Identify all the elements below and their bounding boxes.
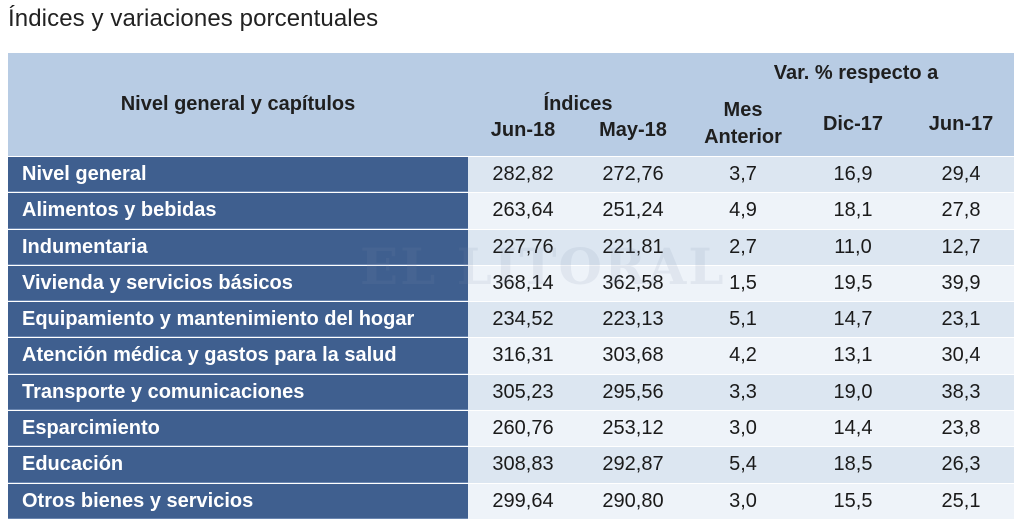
cell-jun18: 263,64 [492, 199, 554, 222]
table-row: Equipamiento y mantenimiento del hogar 2… [8, 302, 1014, 339]
row-label: Vivienda y servicios básicos [8, 265, 468, 302]
cell-dic17: 11,0 [834, 235, 872, 258]
cell-jun17: 23,8 [941, 417, 981, 440]
header-may18: May-18 [599, 119, 667, 141]
cell-may18: 303,68 [602, 344, 664, 367]
table-row: Indumentaria 227,76 221,81 2,7 11,0 12,7 [8, 229, 1014, 266]
cell-mes: 3,0 [729, 417, 757, 440]
row-values: 234,52 223,13 5,1 14,7 23,1 [468, 302, 1014, 339]
table-row: Transporte y comunicaciones 305,23 295,5… [8, 374, 1014, 412]
row-values: 316,31 303,68 4,2 13,1 30,4 [468, 338, 1014, 375]
row-values: 305,23 295,56 3,3 19,0 38,3 [468, 374, 1014, 412]
table-row: Vivienda y servicios básicos 368,14 362,… [8, 265, 1014, 303]
cell-jun18: 305,23 [492, 380, 554, 403]
header-var: Var. % respecto a [773, 62, 939, 84]
header-category: Nivel general y capítulos [120, 93, 356, 115]
row-label: Indumentaria [8, 229, 468, 265]
cell-dic17: 19,0 [833, 380, 873, 403]
cell-jun17: 30,4 [941, 344, 981, 367]
cell-mes: 4,2 [729, 344, 757, 367]
cell-may18: 290,80 [602, 489, 664, 512]
header-anterior: Anterior [704, 126, 782, 148]
table-row: Esparcimiento 260,76 253,12 3,0 14,4 23,… [8, 411, 1014, 448]
cell-mes: 3,7 [729, 163, 757, 185]
row-label: Otros bienes y servicios [8, 483, 468, 519]
row-values: 282,82 272,76 3,7 16,9 29,4 [468, 157, 1014, 194]
cell-mes: 3,3 [729, 380, 757, 403]
table-body: Nivel general 282,82 272,76 3,7 16,9 29,… [8, 157, 1014, 520]
row-values: 299,64 290,80 3,0 15,5 25,1 [468, 483, 1014, 520]
table-row: Otros bienes y servicios 299,64 290,80 3… [8, 483, 1014, 520]
cell-may18: 362,58 [602, 271, 664, 294]
cell-mes: 2,7 [729, 235, 757, 258]
cell-jun17: 25,1 [941, 489, 981, 512]
row-values: 260,76 253,12 3,0 14,4 23,8 [468, 411, 1014, 448]
cell-jun18: 234,52 [492, 308, 554, 331]
cell-dic17: 15,5 [833, 489, 873, 512]
cell-may18: 272,76 [602, 163, 664, 185]
table-header: Nivel general y capítulos Índices Var. %… [8, 53, 1014, 156]
cell-mes: 1,5 [729, 271, 757, 294]
cell-mes: 3,0 [729, 489, 757, 512]
cell-jun18: 227,76 [492, 235, 554, 258]
cell-jun18: 282,82 [492, 163, 554, 185]
cell-jun17: 27,8 [941, 199, 981, 222]
row-values: 263,64 251,24 4,9 18,1 27,8 [468, 193, 1014, 230]
cell-dic17: 14,4 [833, 417, 873, 440]
cell-may18: 292,87 [602, 453, 664, 476]
cell-jun17: 23,1 [941, 308, 981, 331]
table-row: Nivel general 282,82 272,76 3,7 16,9 29,… [8, 157, 1014, 194]
cell-jun18: 316,31 [492, 344, 554, 367]
row-label: Equipamiento y mantenimiento del hogar [8, 302, 468, 338]
cell-dic17: 18,1 [833, 199, 873, 222]
row-label: Nivel general [8, 157, 468, 193]
cell-may18: 221,81 [602, 235, 664, 258]
cell-jun18: 308,83 [492, 453, 554, 476]
header-jun18: Jun-18 [490, 119, 556, 141]
header-jun17: Jun-17 [928, 113, 994, 135]
cell-jun17: 26,3 [941, 453, 981, 476]
row-values: 227,76 221,81 2,7 11,0 12,7 [468, 229, 1014, 266]
cell-jun18: 299,64 [492, 489, 554, 512]
cell-dic17: 13,1 [833, 344, 873, 367]
row-values: 368,14 362,58 1,5 19,5 39,9 [468, 265, 1014, 303]
page-title: Índices y variaciones porcentuales [8, 5, 379, 32]
row-values: 308,83 292,87 5,4 18,5 26,3 [468, 447, 1014, 484]
row-label: Esparcimiento [8, 411, 468, 447]
cell-jun17: 12,7 [941, 235, 981, 258]
cell-jun17: 29,4 [941, 163, 981, 185]
table-row: Atención médica y gastos para la salud 3… [8, 338, 1014, 375]
cell-dic17: 18,5 [833, 453, 873, 476]
cell-may18: 251,24 [602, 199, 664, 222]
cell-dic17: 16,9 [833, 163, 873, 185]
cell-may18: 253,12 [602, 417, 664, 440]
cell-dic17: 19,5 [833, 271, 873, 294]
cell-may18: 295,56 [602, 380, 664, 403]
cell-mes: 5,1 [729, 308, 757, 331]
header-dic17: Dic-17 [822, 113, 884, 135]
row-label: Transporte y comunicaciones [8, 374, 468, 411]
row-label: Atención médica y gastos para la salud [8, 338, 468, 374]
index-table: Nivel general y capítulos Índices Var. %… [8, 53, 1014, 520]
table-row: Alimentos y bebidas 263,64 251,24 4,9 18… [8, 193, 1014, 230]
cell-jun17: 39,9 [941, 271, 981, 294]
cell-jun18: 368,14 [492, 271, 554, 294]
cell-mes: 4,9 [729, 199, 757, 222]
cell-mes: 5,4 [729, 453, 757, 476]
cell-may18: 223,13 [602, 308, 664, 331]
row-label: Educación [8, 447, 468, 483]
row-label: Alimentos y bebidas [8, 193, 468, 229]
cell-dic17: 14,7 [833, 308, 873, 331]
table-row: Educación 308,83 292,87 5,4 18,5 26,3 [8, 447, 1014, 484]
cell-jun18: 260,76 [492, 417, 554, 440]
header-mes: Mes [723, 99, 763, 121]
watermark: EL LITORAL [360, 237, 726, 296]
cell-jun17: 38,3 [941, 380, 981, 403]
header-indices: Índices [543, 93, 613, 115]
